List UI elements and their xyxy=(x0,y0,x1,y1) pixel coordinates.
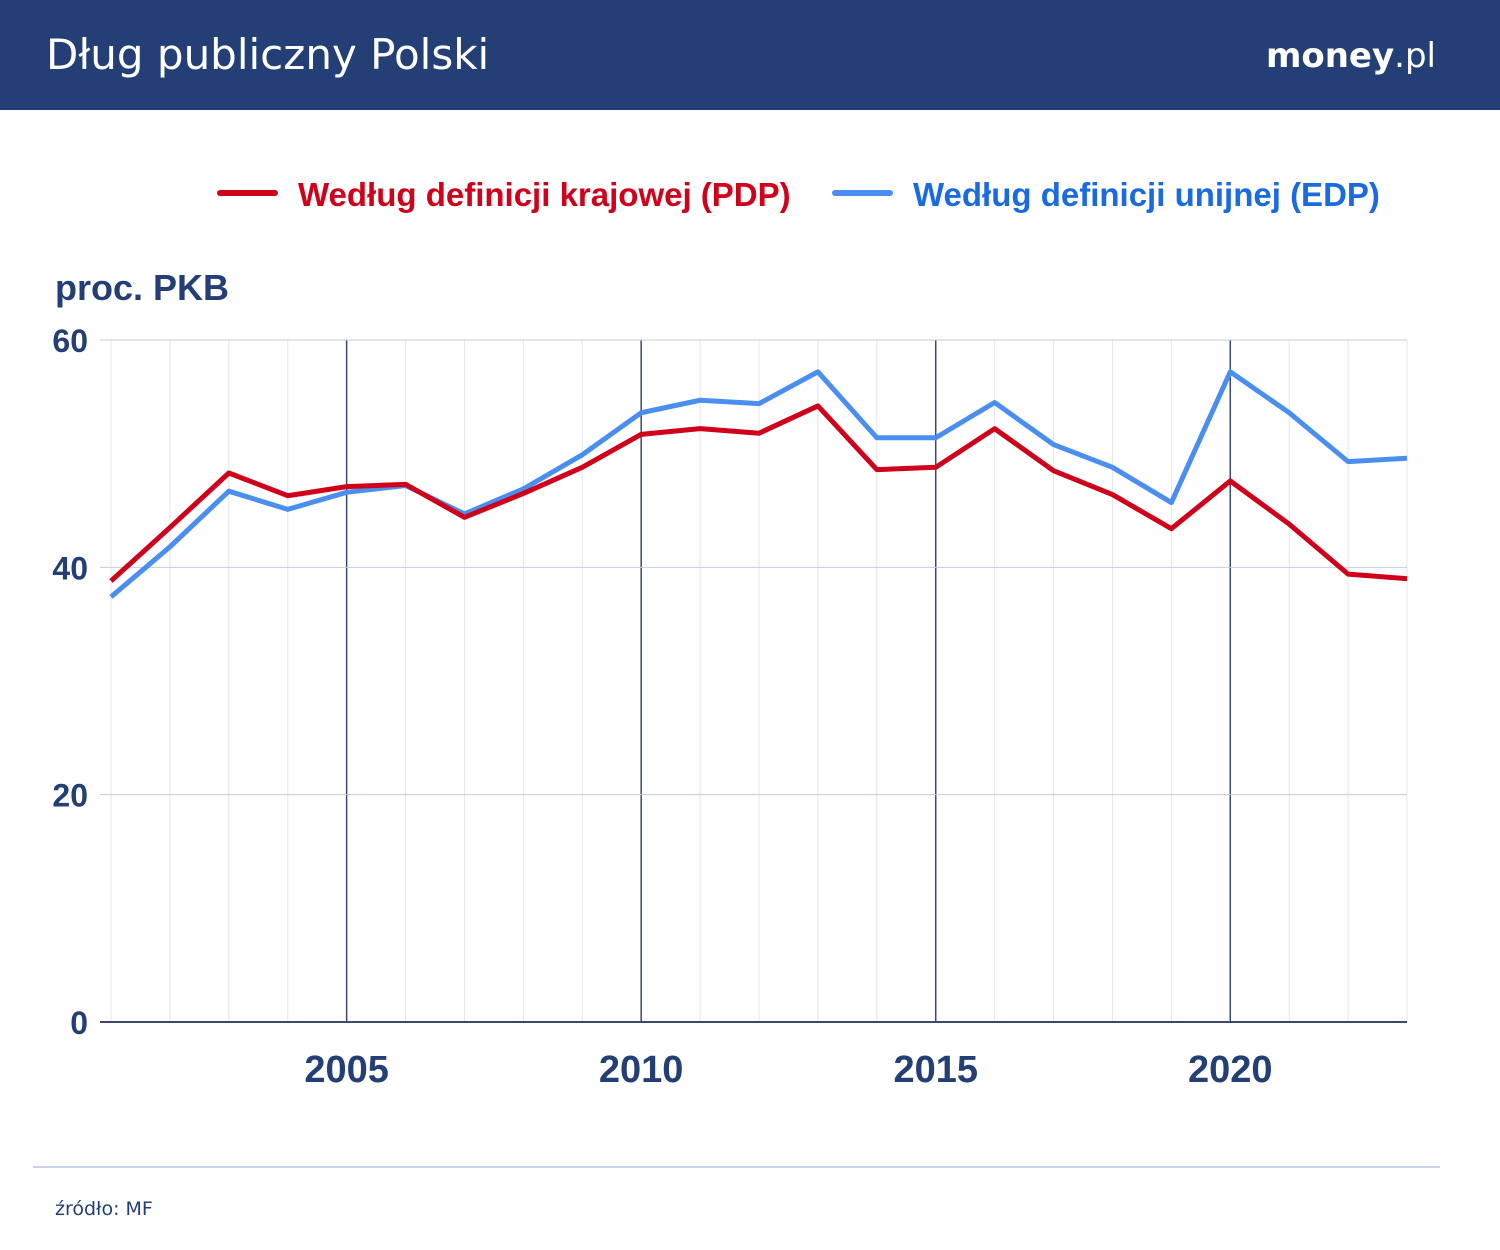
legend-label: Według definicji krajowej (PDP) xyxy=(298,176,791,213)
logo-rest: .pl xyxy=(1394,36,1436,76)
chart-title: Dług publiczny Polski xyxy=(46,30,490,79)
header: Dług publiczny Polski money.pl xyxy=(0,0,1500,110)
x-tick-label: 2010 xyxy=(599,1049,684,1091)
money-pl-logo: money.pl xyxy=(1266,36,1436,76)
x-tick-label: 2015 xyxy=(893,1049,978,1091)
y-tick-label: 40 xyxy=(52,550,88,586)
logo-bold: money xyxy=(1265,36,1395,76)
x-tick-label: 2005 xyxy=(304,1049,389,1091)
y-tick-label: 60 xyxy=(52,323,88,359)
y-axis-label: proc. PKB xyxy=(55,267,229,308)
x-tick-label: 2020 xyxy=(1188,1049,1273,1091)
y-tick-label: 20 xyxy=(52,778,88,814)
source-note: źródło: MF xyxy=(55,1198,153,1220)
y-tick-label: 0 xyxy=(70,1005,88,1041)
divider xyxy=(33,1166,1440,1168)
legend-label: Według definicji unijnej (EDP) xyxy=(913,176,1380,213)
